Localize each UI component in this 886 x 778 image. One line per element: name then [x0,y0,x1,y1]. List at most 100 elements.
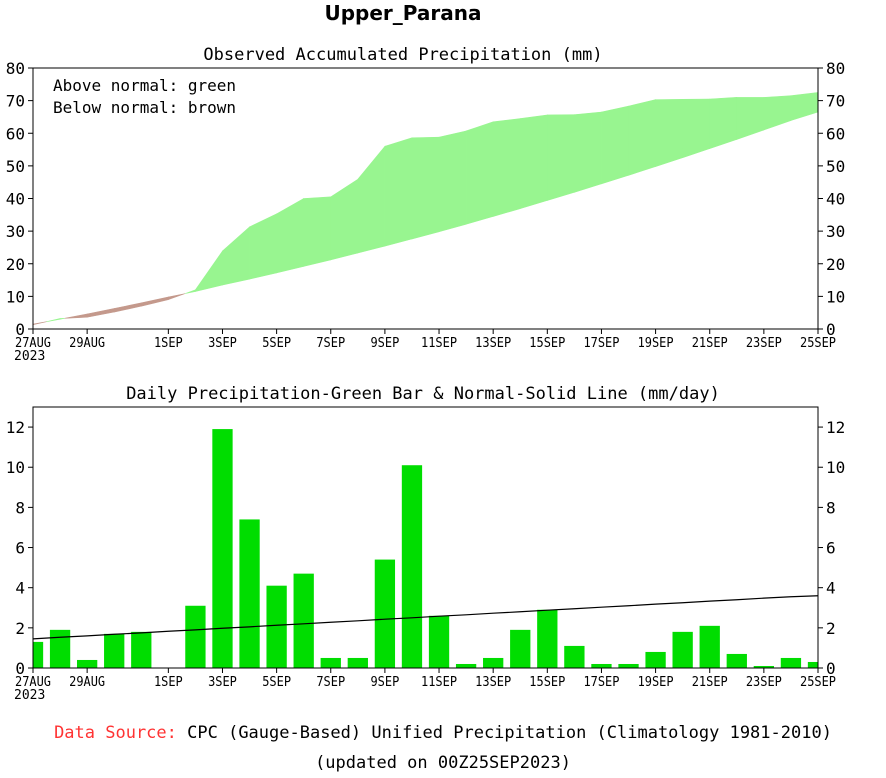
daily-ytick-label-left: 6 [15,539,25,558]
acc-xtick-label: 9SEP [370,336,399,351]
daily-xtick-label: 21SEP [692,675,728,690]
below-normal-area [64,313,88,319]
daily-ytick-label-right: 0 [826,659,836,678]
daily-bar [239,519,260,668]
legend-below: Below normal: brown [53,98,236,117]
daily-bar [347,657,368,668]
daily-bar [537,609,558,668]
daily-bar [726,653,747,668]
daily-bar [699,625,720,668]
above-normal-area [682,98,711,159]
daily-xtick-label: 29AUG [69,675,105,690]
daily-bar [455,663,477,668]
updated-note: (updated on 00Z25SEP2023) [315,753,571,773]
daily-ytick-label-right: 6 [826,539,836,558]
acc-xtick-label: 29AUG [69,336,105,351]
daily-xtick-label: 23SEP [746,675,782,690]
daily-ytick-label-left: 8 [15,498,25,517]
above-normal-area [438,130,467,233]
acc-xtick-label: 15SEP [529,336,565,351]
data-source-text: CPC (Gauge-Based) Unified Precipitation … [187,723,832,743]
acc-xtick-label: 25SEP [800,336,836,351]
acc-xtick-label: 23SEP [746,336,782,351]
acc-ytick-label-left: 50 [6,157,25,176]
data-source-note: Data Source: CPC (Gauge-Based) Unified P… [0,723,886,743]
daily-bar [510,629,531,668]
daily-ytick-label-right: 2 [826,619,836,638]
above-normal-area [655,99,683,167]
daily-bar [76,659,98,668]
daily-bar [401,465,423,668]
acc-xtick-label: 7SEP [316,336,345,351]
acc-ytick-label-left: 80 [6,59,25,78]
daily-xtick-label: 13SEP [475,675,511,690]
acc-ytick-label-left: 20 [6,255,25,274]
acc-xtick-label: 5SEP [262,336,291,351]
above-normal-area [330,178,359,261]
daily-bar [293,573,314,668]
daily-bar [33,641,44,668]
daily-ytick-label-right: 12 [826,418,845,437]
figure-title: Upper_Parana [324,1,481,25]
above-normal-area [790,92,819,121]
below-normal-area [168,293,186,301]
below-normal-area [140,296,169,307]
daily-xtick-label: 3SEP [208,675,237,690]
daily-normal-line [32,595,819,640]
daily-xtick-label: 27AUG [15,675,51,690]
acc-ytick-label-right: 20 [826,255,845,274]
daily-bar [483,657,504,668]
daily-ytick-label-right: 10 [826,458,845,477]
daily-bar [564,645,585,668]
daily-ytick-label-left: 12 [6,418,25,437]
accumulated-chart: Observed Accumulated Precipitation (mm) … [6,45,846,364]
daily-bar [645,651,666,668]
acc-ytick-label-left: 70 [6,92,25,111]
acc-ytick-label-left: 30 [6,222,25,241]
above-normal-area [195,250,223,292]
daily-bar [185,605,206,668]
accumulated-chart-title: Observed Accumulated Precipitation (mm) [203,45,602,65]
daily-xtick-label: 25SEP [800,675,836,690]
acc-ytick-label-left: 10 [6,287,25,306]
daily-normal-line-group [32,595,819,640]
daily-ytick-label-right: 8 [826,498,836,517]
acc-ytick-label-right: 50 [826,157,845,176]
above-normal-area [249,213,277,280]
above-normal-area [184,289,196,294]
daily-xtick-label: 1SEP [154,675,183,690]
daily-bar [591,663,612,668]
acc-ytick-label-left: 40 [6,190,25,209]
acc-ytick-label-left: 60 [6,124,25,143]
daily-xtick-label: 9SEP [370,675,399,690]
above-normal-area [709,97,738,150]
daily-xtick-label: 19SEP [638,675,674,690]
above-normal-area [46,318,61,322]
acc-xtick-label: 13SEP [475,336,511,351]
acc-ytick-label-right: 0 [826,320,836,339]
data-source-label: Data Source: [54,723,177,743]
accumulated-fill [32,92,819,326]
acc-ytick-label-left: 0 [15,320,25,339]
daily-xtick-label: 11SEP [421,675,457,690]
acc-ytick-label-right: 80 [826,59,845,78]
above-normal-area [59,318,65,320]
above-normal-area [574,111,602,193]
daily-xtick-label: 7SEP [316,675,345,690]
legend-above: Above normal: green [53,76,236,95]
daily-bar [266,585,287,668]
daily-ytick-label-left: 0 [15,659,25,678]
acc-ytick-label-right: 60 [826,124,845,143]
above-normal-area [736,97,765,140]
daily-bar [807,661,818,668]
above-normal-area [384,137,413,247]
daily-bar [49,629,71,668]
above-normal-area [303,196,332,267]
daily-bar [753,665,775,668]
daily-xyear-label: 2023 [14,688,45,703]
daily-bar [618,663,639,668]
above-normal-area [222,226,250,286]
daily-chart-title: Daily Precipitation-Green Bar & Normal-S… [126,384,720,404]
